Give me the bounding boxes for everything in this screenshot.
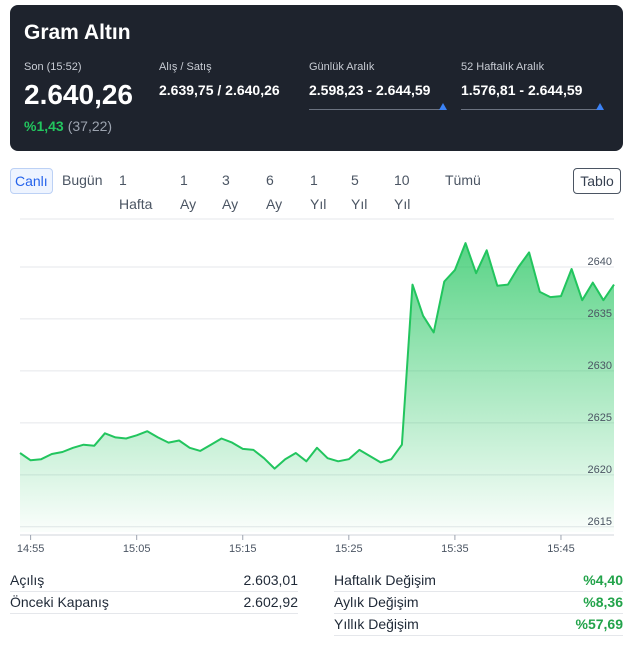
x-tick-label: 15:25 xyxy=(335,543,363,555)
price-chart: 2615 2620 2625 2630 2635 2640 14:55 15:05 15:15… xyxy=(17,218,615,555)
stat-value: %8,36 xyxy=(583,594,623,610)
tab-10-yil[interactable]: 10 Yıl xyxy=(394,172,411,212)
stat-label: Yıllık Değişim xyxy=(334,616,419,632)
instrument-title: Gram Altın xyxy=(24,21,131,44)
tab-6-ay[interactable]: 6 Ay xyxy=(266,172,283,212)
tab-1-hafta[interactable]: 1 Hafta xyxy=(119,172,153,212)
stat-value: 2.602,92 xyxy=(243,594,299,610)
stat-label: Önceki Kapanış xyxy=(10,594,109,610)
price-area-fill xyxy=(20,243,614,532)
stat-label: Haftalık Değişim xyxy=(334,572,436,588)
daily-range-bar xyxy=(309,109,443,110)
weekly52-range-value: 1.576,81 - 2.644,59 xyxy=(461,82,583,98)
x-tick-label: 15:35 xyxy=(441,543,469,555)
tab-3-ay[interactable]: 3 Ay xyxy=(222,172,239,212)
price-change: %1,43 (37,22) xyxy=(24,118,112,134)
y-tick-label: 2625 xyxy=(588,412,612,424)
daily-range-label: Günlük Aralık xyxy=(309,61,375,73)
change-percent: %1,43 xyxy=(24,118,64,134)
tab-5-yil[interactable]: 5 Yıl xyxy=(351,172,368,212)
tab-tumu[interactable]: Tümü xyxy=(445,172,481,188)
stat-row-monthly: Aylık Değişim %8,36 xyxy=(334,592,623,614)
x-tick-label: 14:55 xyxy=(17,543,45,555)
stat-value: 2.603,01 xyxy=(243,572,299,588)
bid-ask-label: Alış / Satış xyxy=(159,61,212,73)
price-header: Gram Altın Son (15:52) 2.640,26 %1,43 (37… xyxy=(10,5,623,151)
stat-row-opening: Açılış 2.603,01 xyxy=(10,570,298,592)
bid-ask-value: 2.639,75 / 2.640,26 xyxy=(159,82,280,98)
tab-1-ay[interactable]: 1 Ay xyxy=(180,172,197,212)
tab-1-yil[interactable]: 1 Yıl xyxy=(310,172,327,212)
stat-label: Açılış xyxy=(10,572,45,588)
daily-range-value: 2.598,23 - 2.644,59 xyxy=(309,82,431,98)
weekly52-range-label: 52 Haftalık Aralık xyxy=(461,61,545,73)
stat-row-prev-close: Önceki Kapanış 2.602,92 xyxy=(10,592,298,614)
y-tick-label: 2630 xyxy=(588,360,612,372)
stat-label: Aylık Değişim xyxy=(334,594,419,610)
y-tick-label: 2635 xyxy=(588,308,612,320)
x-tick-label: 15:15 xyxy=(229,543,257,555)
stat-row-weekly: Haftalık Değişim %4,40 xyxy=(334,570,623,592)
stat-row-yearly: Yıllık Değişim %57,69 xyxy=(334,614,623,636)
weekly52-range-bar xyxy=(461,109,600,110)
last-label: Son (15:52) xyxy=(24,61,82,73)
stat-value: %57,69 xyxy=(575,616,623,632)
y-tick-label: 2640 xyxy=(588,256,612,268)
weekly52-range-marker-icon xyxy=(596,103,604,110)
x-tick-label: 15:05 xyxy=(123,543,151,555)
tab-canli[interactable]: Canlı xyxy=(10,168,53,194)
last-price: 2.640,26 xyxy=(24,79,133,110)
stat-value: %4,40 xyxy=(583,572,623,588)
table-view-button[interactable]: Tablo xyxy=(573,168,621,194)
daily-range-marker-icon xyxy=(439,103,447,110)
x-tick-label: 15:45 xyxy=(547,543,575,555)
y-tick-label: 2620 xyxy=(588,464,612,476)
tab-bugun[interactable]: Bugün xyxy=(62,172,103,188)
y-tick-label: 2615 xyxy=(588,516,612,528)
change-absolute: (37,22) xyxy=(67,118,113,134)
